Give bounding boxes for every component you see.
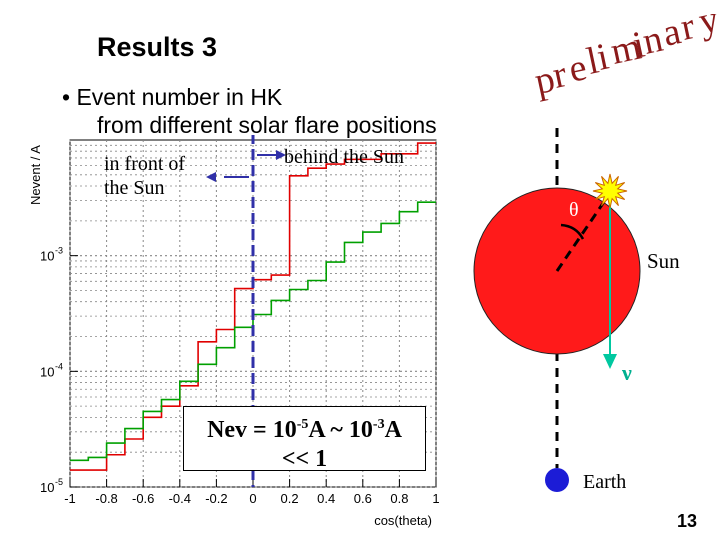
- page-number: 13: [676, 511, 697, 531]
- nev-part1: Nev = 10: [207, 417, 297, 443]
- x-tick-label: -0.2: [205, 491, 227, 506]
- nev-part3: A: [384, 417, 402, 443]
- x-tick-label: -1: [64, 491, 76, 506]
- y-axis-label: Nevent / A: [28, 145, 43, 205]
- label-front-line1: in front of: [104, 153, 186, 175]
- x-tick-label: 0.4: [317, 491, 335, 506]
- nev-result-box: Nev = 10-5A ~ 10-3A << 1: [183, 406, 426, 472]
- x-tick-label: -0.4: [169, 491, 191, 506]
- neutrino-label: ν: [621, 360, 632, 385]
- nev-part2: A ~ 10: [308, 417, 373, 443]
- solar-flare-icon: [592, 173, 628, 209]
- preliminary-letter: y: [695, 14, 720, 43]
- y-tick-label: 10: [40, 364, 54, 379]
- y-tick-exponent: -3: [55, 246, 63, 256]
- earth-dot: [545, 468, 569, 492]
- label-front-line2: the Sun: [104, 177, 165, 199]
- radius-line: [555, 192, 612, 272]
- bullet-text-line2: from different solar flare positions: [97, 112, 437, 138]
- sun-earth-diagram: θ Sun ν Earth: [473, 128, 680, 493]
- x-tick-label: 0.2: [281, 491, 299, 506]
- front-arrow-head: [206, 172, 216, 182]
- slide-title: Results 3: [97, 32, 218, 62]
- histogram-series-line: [70, 142, 436, 471]
- neutrino-arrowhead: [603, 354, 617, 369]
- earth-label: Earth: [583, 471, 626, 493]
- nev-exponent1: -5: [296, 417, 309, 432]
- histogram-series-line: [70, 201, 436, 462]
- x-tick-label: 0: [249, 491, 256, 506]
- theta-arc: [560, 223, 585, 240]
- x-tick-label: -0.8: [95, 491, 117, 506]
- x-tick-label: 1: [432, 491, 439, 506]
- x-axis-label: cos(theta): [374, 513, 432, 528]
- x-tick-label: 0.6: [354, 491, 372, 506]
- x-tick-label: -0.6: [132, 491, 154, 506]
- label-in-front-of-sun: in front of the Sun: [104, 152, 185, 200]
- y-tick-exponent: -4: [55, 361, 63, 371]
- sun-label: Sun: [647, 249, 680, 273]
- x-tick-label: 0.8: [390, 491, 408, 506]
- bullet-text-line1: • Event number in HK: [62, 84, 283, 110]
- nev-formula: Nev = 10-5A ~ 10-3A: [184, 410, 425, 445]
- behind-arrow-head: [276, 150, 286, 160]
- label-behind-sun: behind the Sun: [284, 146, 404, 168]
- nev-exponent2: -3: [372, 417, 385, 432]
- histogram-chart: -1 -0.8 -0.6 -0.4 -0.2 0 0.2 0.4 0.6 0.8 1cos(thet…: [28, 135, 440, 528]
- y-tick-exponent: -5: [55, 477, 63, 487]
- y-tick-label: 10: [40, 480, 54, 495]
- nev-inequality: << 1: [281, 446, 328, 472]
- theta-symbol: θ: [569, 199, 579, 221]
- y-tick-label: 10: [40, 249, 54, 264]
